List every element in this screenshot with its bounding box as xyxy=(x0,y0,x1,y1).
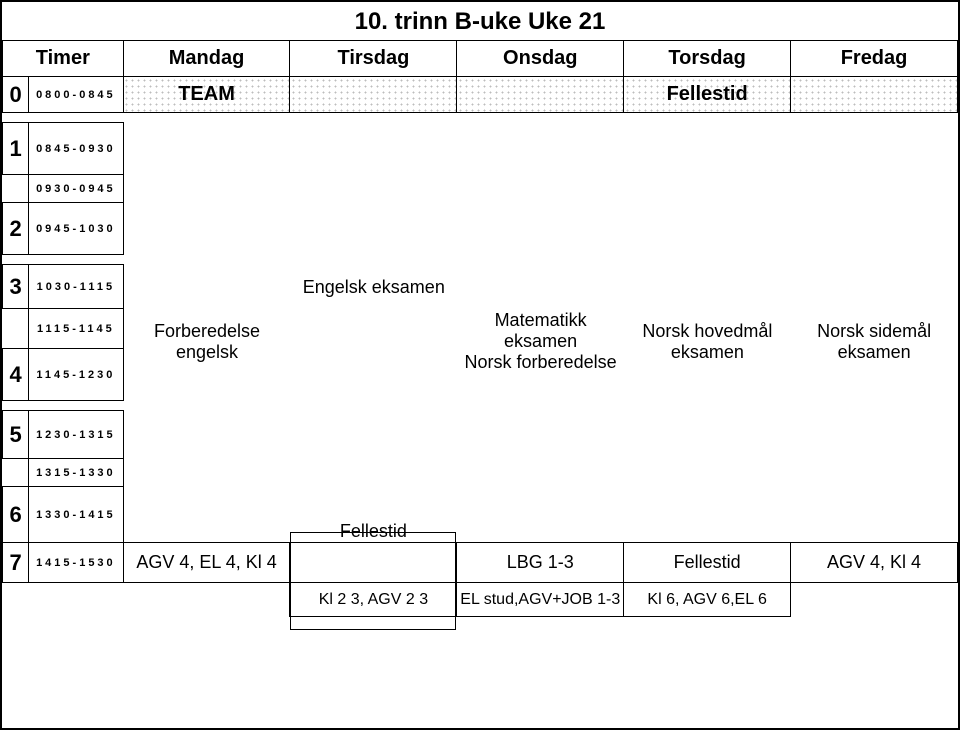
row-7-fri: AGV 4, Kl 4 xyxy=(791,543,958,583)
row-2-time: 0945-1030 xyxy=(29,203,124,255)
row-5-num: 5 xyxy=(3,411,29,459)
row-0-wed xyxy=(457,77,624,113)
block-wed: Matematikk eksamen Norsk forberedelse xyxy=(457,313,624,371)
row-7-thu: Fellestid xyxy=(624,543,791,583)
col-fri: Fredag xyxy=(791,41,958,77)
col-thu: Torsdag xyxy=(624,41,791,77)
row-7-mon: AGV 4, EL 4, Kl 4 xyxy=(123,543,290,583)
block-mon: Forberedelse engelsk xyxy=(124,313,291,371)
block-tue: Engelsk eksamen xyxy=(290,277,457,371)
row-0-fri xyxy=(791,77,958,113)
kl-tue: Kl 2 3, AGV 2 3 xyxy=(290,583,457,617)
row-6-time: 1330-1415 xyxy=(29,487,124,543)
schedule-table: Timer Mandag Tirsdag Onsdag Torsdag Fred… xyxy=(2,40,958,617)
block-fri: Norsk sidemål eksamen xyxy=(791,313,958,371)
row-2-num: 2 xyxy=(3,203,29,255)
break1-time: 0930-0945 xyxy=(29,175,124,203)
col-timer: Timer xyxy=(3,41,124,77)
row-3-time: 1030-1115 xyxy=(29,265,124,309)
header-row: Timer Mandag Tirsdag Onsdag Torsdag Fred… xyxy=(3,41,958,77)
row-1-num: 1 xyxy=(3,123,29,175)
block-thu-2: eksamen xyxy=(671,342,744,363)
row-7-wed: LBG 1-3 xyxy=(457,543,624,583)
row-kl: Kl 2 3, AGV 2 3 EL stud,AGV+JOB 1-3 Kl 6… xyxy=(3,583,958,617)
row-0-thu: Fellestid xyxy=(624,77,791,113)
block-fri-1: Norsk sidemål xyxy=(817,321,931,342)
row-3-num: 3 xyxy=(3,265,29,309)
row-3b-time: 1115-1145 xyxy=(29,309,124,349)
kl-wed: EL stud,AGV+JOB 1-3 xyxy=(457,583,624,617)
block-thu-1: Norsk hovedmål xyxy=(642,321,772,342)
col-wed: Onsdag xyxy=(457,41,624,77)
row-7-tue: Fellestid xyxy=(290,521,456,542)
row-6-num: 6 xyxy=(3,487,29,543)
block-wed-2: Norsk forberedelse xyxy=(465,352,617,373)
row-4-time: 1145-1230 xyxy=(29,349,124,401)
row-7-time: 1415-1530 xyxy=(29,543,124,583)
block-thu: Norsk hovedmål eksamen xyxy=(624,313,791,371)
row-0-tue xyxy=(290,77,457,113)
kl-thu: Kl 6, AGV 6,EL 6 xyxy=(624,583,791,617)
row-1-time: 0845-0930 xyxy=(29,123,124,175)
page-title: 10. trinn B-uke Uke 21 xyxy=(2,2,958,40)
row-7: 7 1415-1530 AGV 4, EL 4, Kl 4 Fellestid … xyxy=(3,543,958,583)
row-1: 1 0845-0930 Forberedelse engelsk Engelsk… xyxy=(3,123,958,175)
break2-time: 1315-1330 xyxy=(29,459,124,487)
row-7-num: 7 xyxy=(3,543,29,583)
block-wed-1: Matematikk eksamen xyxy=(457,310,624,352)
row-7-tue-cell: Fellestid xyxy=(290,543,457,583)
main-area: Forberedelse engelsk Engelsk eksamen Mat… xyxy=(123,123,957,543)
col-tue: Tirsdag xyxy=(290,41,457,77)
block-fri-2: eksamen xyxy=(838,342,911,363)
row-0: 0 0800-0845 TEAM Fellestid xyxy=(3,77,958,113)
col-mon: Mandag xyxy=(123,41,290,77)
row-0-num: 0 xyxy=(3,77,29,113)
row-0-time: 0800-0845 xyxy=(29,77,124,113)
schedule-page: 10. trinn B-uke Uke 21 Timer Mandag Tirs… xyxy=(0,0,960,730)
row-5-time: 1230-1315 xyxy=(29,411,124,459)
row-0-mon: TEAM xyxy=(123,77,290,113)
row-4-num: 4 xyxy=(3,349,29,401)
